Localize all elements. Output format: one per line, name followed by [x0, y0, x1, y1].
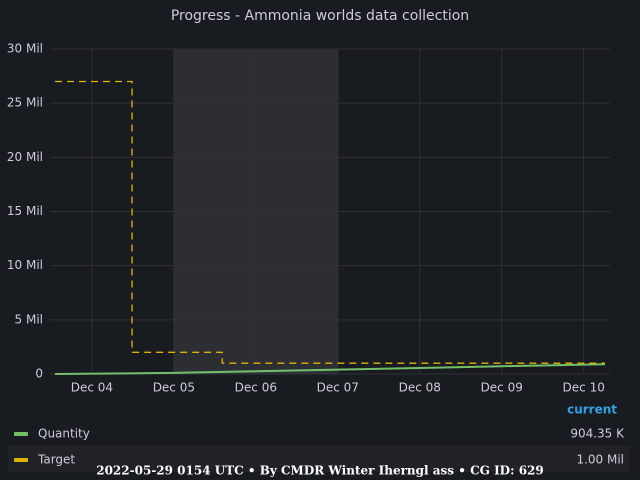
y-tick-label: 0 — [35, 367, 43, 381]
legend-current: 904.35 K — [570, 427, 625, 441]
x-tick-label: Dec 04 — [71, 381, 113, 395]
y-tick-label: 15 Mil — [7, 204, 43, 218]
y-tick-label: 5 Mil — [15, 312, 43, 326]
chart-title: Progress - Ammonia worlds data collectio… — [171, 8, 469, 24]
legend-label: Quantity — [38, 427, 90, 441]
legend-header: current — [567, 403, 617, 417]
x-tick-label: Dec 06 — [235, 381, 277, 395]
series-line — [54, 363, 606, 375]
x-tick-label: Dec 10 — [563, 381, 605, 395]
x-tick-label: Dec 08 — [399, 381, 441, 395]
y-tick-label: 20 Mil — [7, 150, 43, 164]
footer: 2022-05-29 0154 UTC • By CMDR Winter Ihe… — [96, 464, 544, 478]
x-tick-label: Dec 09 — [481, 381, 523, 395]
legend-swatch — [14, 432, 28, 436]
x-tick-label: Dec 07 — [317, 381, 359, 395]
y-tick-label: 30 Mil — [7, 42, 43, 56]
legend-current: 1.00 Mil — [576, 453, 624, 467]
y-tick-label: 25 Mil — [7, 96, 43, 110]
y-tick-label: 10 Mil — [7, 258, 43, 272]
plot-area: 0 5 Mil 10 Mil 15 Mil 20 Mil 25 Mil 30 Mil Dec … — [7, 42, 610, 395]
legend-label: Target — [37, 453, 75, 467]
x-tick-label: Dec 05 — [153, 381, 195, 395]
legend-row-highlight — [8, 446, 630, 472]
legend-swatch — [14, 458, 28, 462]
series-line — [55, 80, 605, 364]
